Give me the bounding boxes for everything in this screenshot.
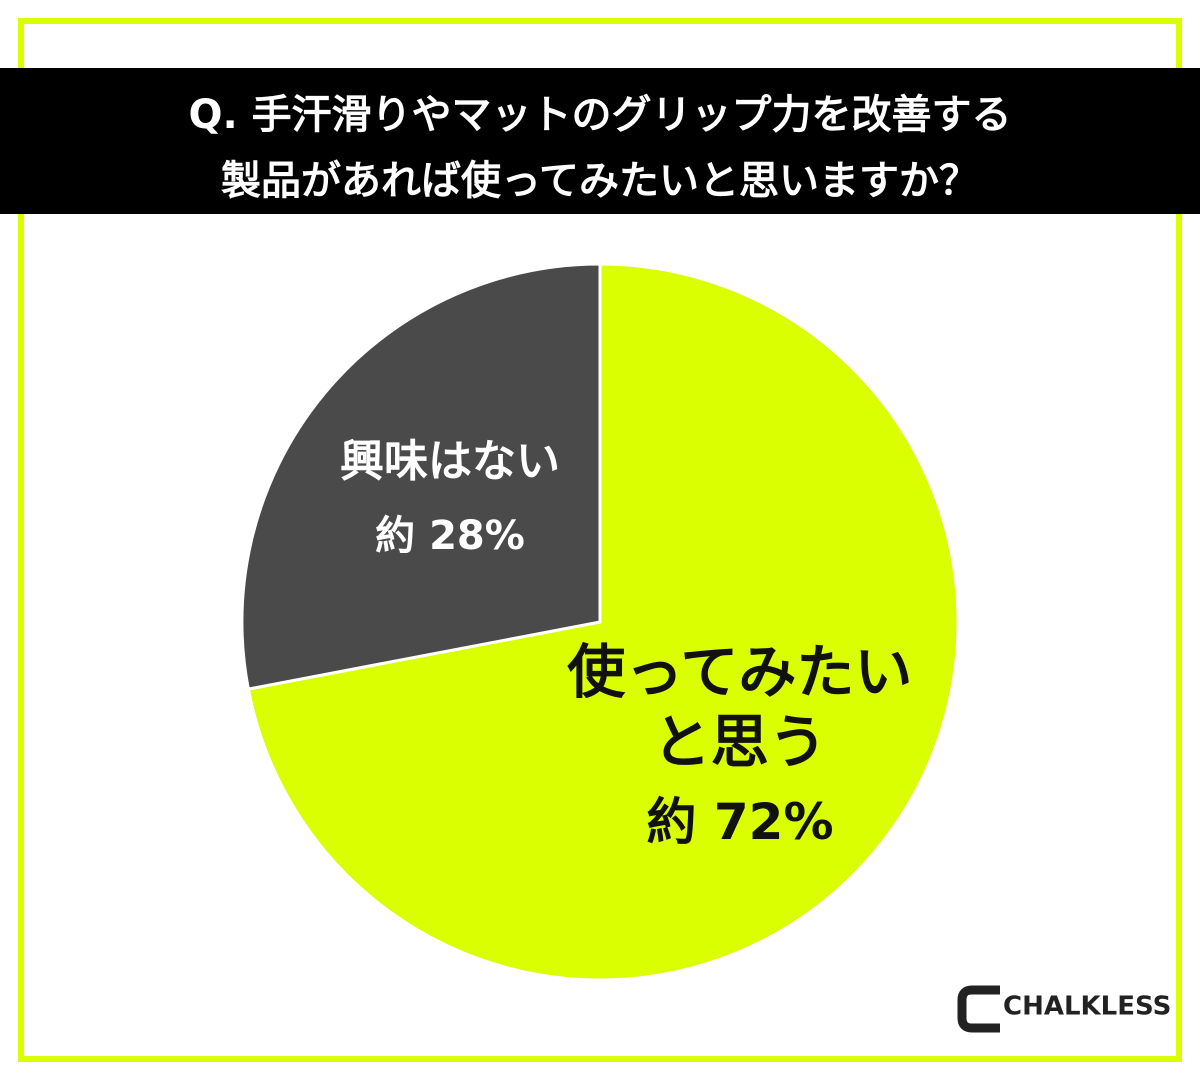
frame <box>18 18 1182 1062</box>
logo-text: CHALKLESS <box>1003 992 1171 1022</box>
slice-label: 使ってみたいと思う <box>567 638 913 776</box>
chart-title: Q. 手汗滑りやマットのグリップ力を改善する <box>188 92 1011 138</box>
slice-label: 興味はない <box>340 436 560 487</box>
pie <box>240 262 960 982</box>
value-label: 約 28% <box>375 513 525 559</box>
pie-slice <box>240 262 602 691</box>
logo-icon <box>957 985 1000 1033</box>
value-label: 約 72% <box>646 793 834 851</box>
chart-title: 製品があれば使ってみたいと思いますか？ <box>221 158 979 204</box>
title-bar <box>0 68 1200 214</box>
pie-slice <box>246 262 960 982</box>
